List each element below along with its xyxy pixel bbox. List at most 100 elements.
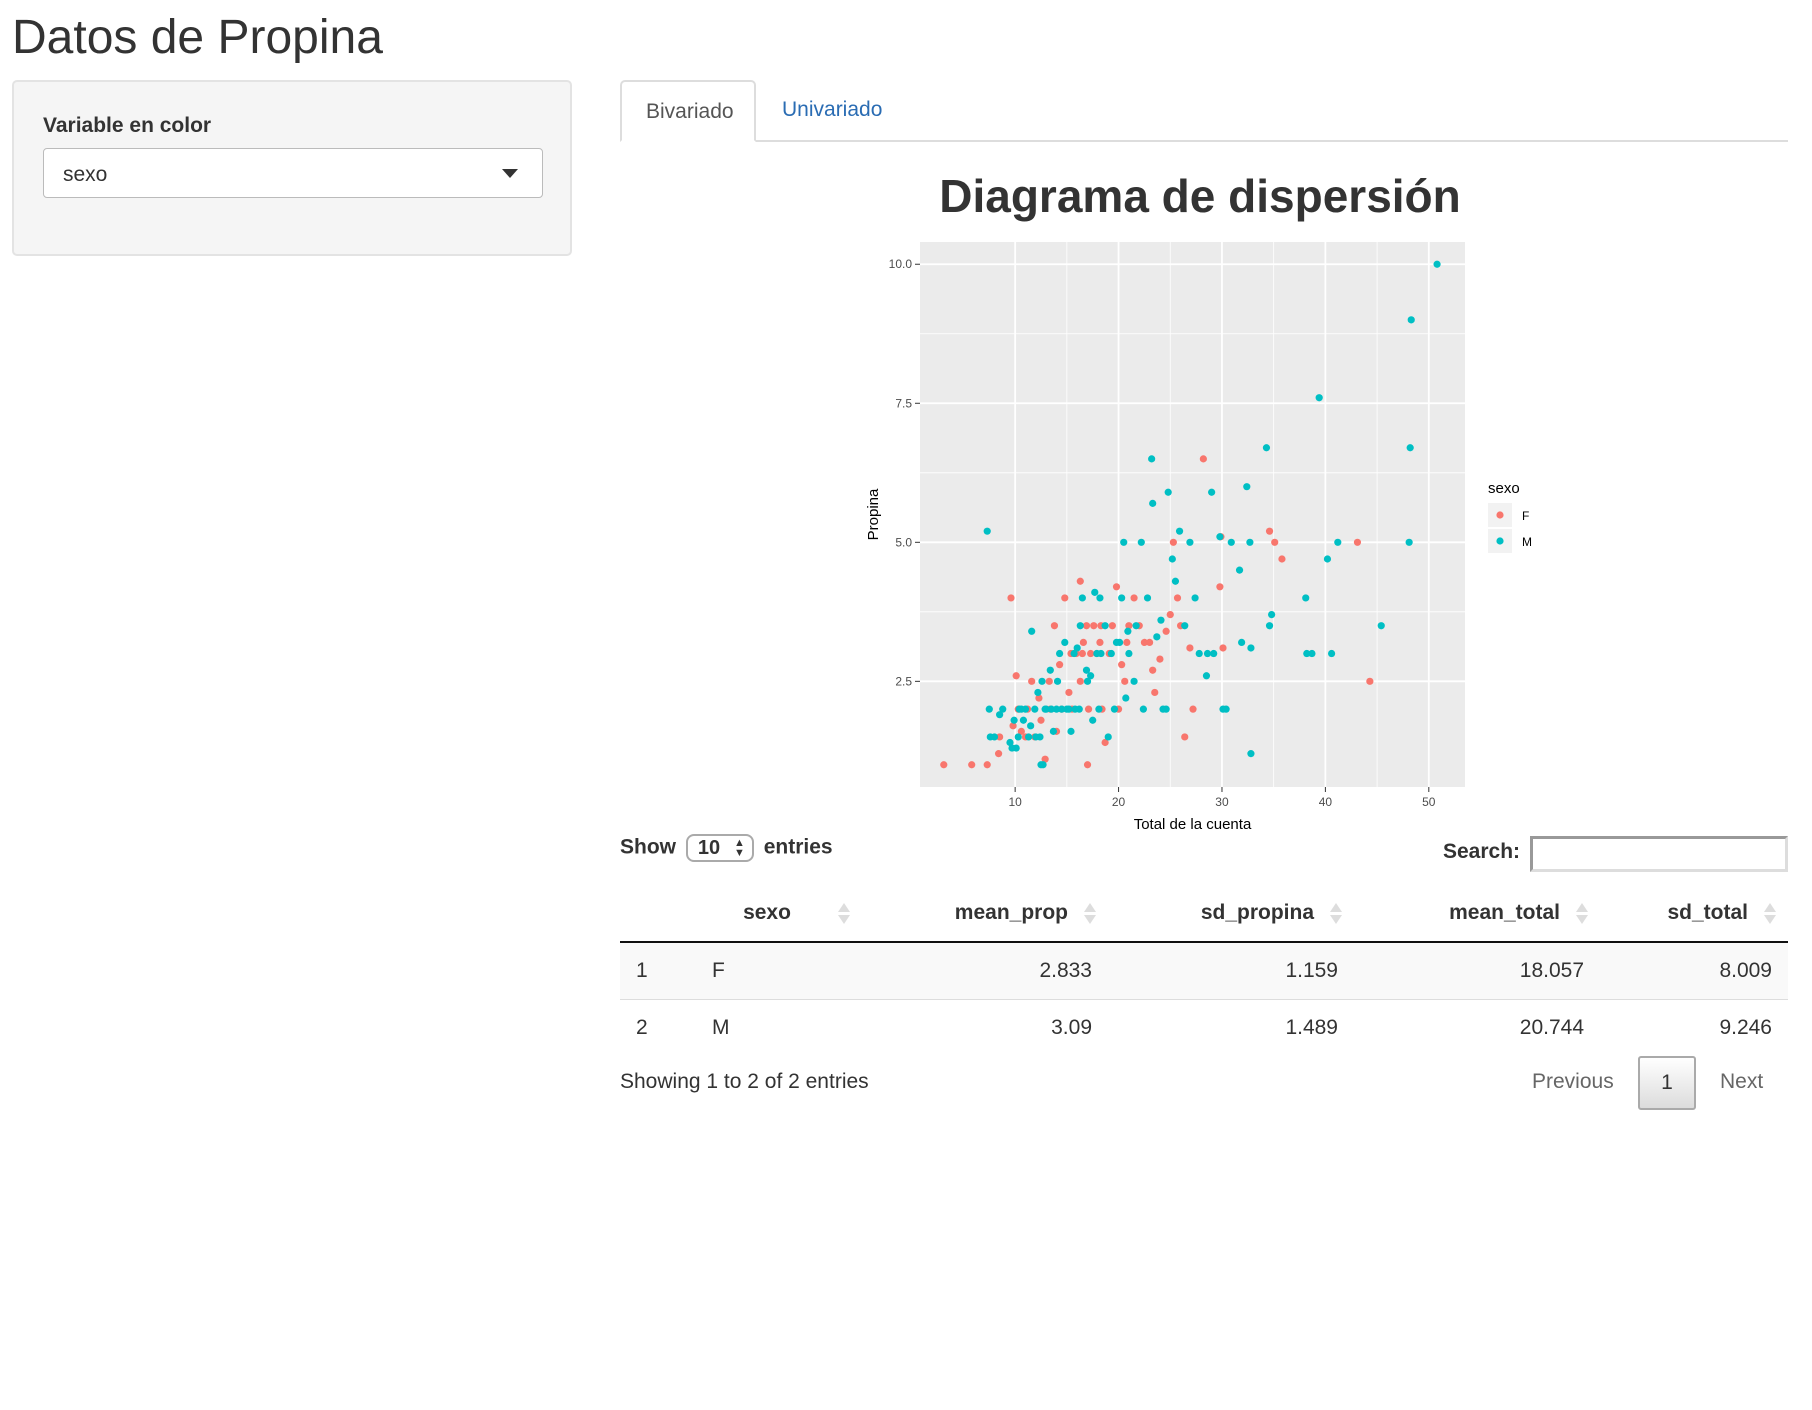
entries-length-value: 10 <box>697 837 721 859</box>
table-info: Showing 1 to 2 of 2 entries <box>620 1070 869 1093</box>
data-point-f <box>1278 555 1286 563</box>
data-point-m <box>1246 538 1254 546</box>
data-point-m <box>1038 677 1046 685</box>
caret-down-icon <box>502 169 518 178</box>
data-point-m <box>1053 677 1062 685</box>
data-point-f <box>1061 594 1069 602</box>
data-point-m <box>1303 649 1311 658</box>
data-point-m <box>1078 594 1086 602</box>
data-point-f <box>1101 738 1109 747</box>
data-point-m <box>1056 649 1064 658</box>
data-point-m <box>1302 594 1310 602</box>
data-point-f <box>1078 649 1086 658</box>
data-point-m <box>1047 705 1055 713</box>
y-tick-label: 5.0 <box>895 535 912 549</box>
column-header-sd-total[interactable]: sd_total <box>1600 885 1788 943</box>
data-point-m <box>1058 705 1066 713</box>
data-point-m <box>1082 666 1091 674</box>
data-point-f <box>1087 649 1095 658</box>
data-point-f <box>1084 705 1093 713</box>
data-point-m <box>1027 722 1035 730</box>
data-point-m <box>1334 538 1342 546</box>
entries-length-select[interactable]: 10 ▲ ▼ <box>685 834 754 862</box>
table-cell: 1 <box>620 942 696 1000</box>
tab-univariado[interactable]: Univariado <box>782 98 883 121</box>
data-point-m <box>1070 649 1078 658</box>
data-point-f <box>1037 716 1045 724</box>
data-point-m <box>985 705 993 713</box>
data-point-m <box>1227 538 1235 546</box>
next-page-button[interactable]: Next <box>1720 1070 1764 1093</box>
entries-length-control: Show 10 ▲ ▼ entries <box>620 834 833 866</box>
data-point-m <box>1405 538 1413 546</box>
legend-title: sexo <box>1488 480 1520 497</box>
data-point-f <box>1083 761 1092 769</box>
data-point-m <box>1118 594 1126 602</box>
table-cell: 9.246 <box>1719 1016 1772 1039</box>
data-point-f <box>1076 577 1084 585</box>
data-point-m <box>1073 644 1081 652</box>
column-header-index <box>620 885 696 943</box>
column-header-mean-total[interactable]: mean_total <box>1354 885 1600 943</box>
data-point-m <box>1433 260 1441 268</box>
data-point-f <box>1096 638 1104 647</box>
data-point-m <box>1186 538 1194 546</box>
data-point-f <box>1166 611 1174 619</box>
x-tick-label: 50 <box>1422 795 1436 809</box>
tab-bivariado[interactable]: Bivariado <box>620 80 756 142</box>
data-point-m <box>1407 316 1415 324</box>
data-point-m <box>1052 705 1061 713</box>
data-point-m <box>1181 622 1189 630</box>
data-point-m <box>1120 538 1128 546</box>
table-row[interactable]: 1 F 2.833 1.159 18.057 8.009 <box>620 942 1788 1000</box>
data-point-f <box>940 761 948 769</box>
plot-panel <box>920 242 1465 787</box>
table-cell: 8.009 <box>1600 942 1788 1000</box>
legend-key-m <box>1496 537 1504 545</box>
y-tick-label: 10.0 <box>889 257 913 271</box>
data-point-m <box>1153 633 1161 641</box>
data-point-m <box>1095 705 1103 713</box>
length-label-suffix: entries <box>763 835 833 859</box>
data-point-f <box>1265 527 1274 535</box>
data-point-m <box>1065 705 1073 713</box>
data-point-m <box>1125 649 1133 658</box>
data-point-m <box>1137 538 1145 546</box>
data-point-m <box>1046 666 1054 674</box>
y-tick-label: 2.5 <box>895 674 912 688</box>
color-variable-label: Variable en color <box>43 114 212 137</box>
column-header-mean-prop[interactable]: mean_prop <box>862 885 1108 943</box>
table-row[interactable]: 2 M 3.09 1.489 20.744 9.246 <box>620 1000 1788 1057</box>
data-point-f <box>1045 677 1053 685</box>
data-point-m <box>1171 577 1180 585</box>
data-point-m <box>1091 588 1099 596</box>
table-header-row: sexo mean_prop sd_propina mean_total sd_… <box>620 885 1788 943</box>
color-variable-select[interactable]: sexo <box>43 148 543 198</box>
sort-icon <box>1764 903 1776 925</box>
data-point-m <box>1143 594 1152 602</box>
data-point-m <box>1031 705 1039 713</box>
column-header-sd-propina[interactable]: sd_propina <box>1108 885 1354 943</box>
data-point-f <box>1271 538 1279 546</box>
data-point-m <box>1036 733 1044 741</box>
x-tick-label: 10 <box>1008 795 1022 809</box>
x-tick-label: 40 <box>1319 795 1333 809</box>
color-variable-selected-value: sexo <box>63 163 108 186</box>
column-header-sexo[interactable]: sexo <box>696 885 862 943</box>
data-point-f <box>1162 627 1170 635</box>
data-point-m <box>1132 622 1140 630</box>
data-point-m <box>1191 594 1199 602</box>
search-input[interactable] <box>1530 836 1788 872</box>
column-header-label: mean_prop <box>954 901 1068 924</box>
data-point-m <box>990 733 999 741</box>
data-point-m <box>1024 733 1033 741</box>
previous-page-button[interactable]: Previous <box>1532 1070 1614 1093</box>
data-point-f <box>1090 622 1098 630</box>
table-cell: 2 <box>636 1016 648 1039</box>
length-label-prefix: Show <box>620 835 676 859</box>
page-1-button[interactable]: 1 <box>1638 1056 1696 1110</box>
data-point-f <box>1169 538 1177 546</box>
data-point-m <box>1377 622 1385 630</box>
sidebar-panel: Variable en color sexo <box>12 80 572 256</box>
x-tick-label: 30 <box>1215 795 1229 809</box>
